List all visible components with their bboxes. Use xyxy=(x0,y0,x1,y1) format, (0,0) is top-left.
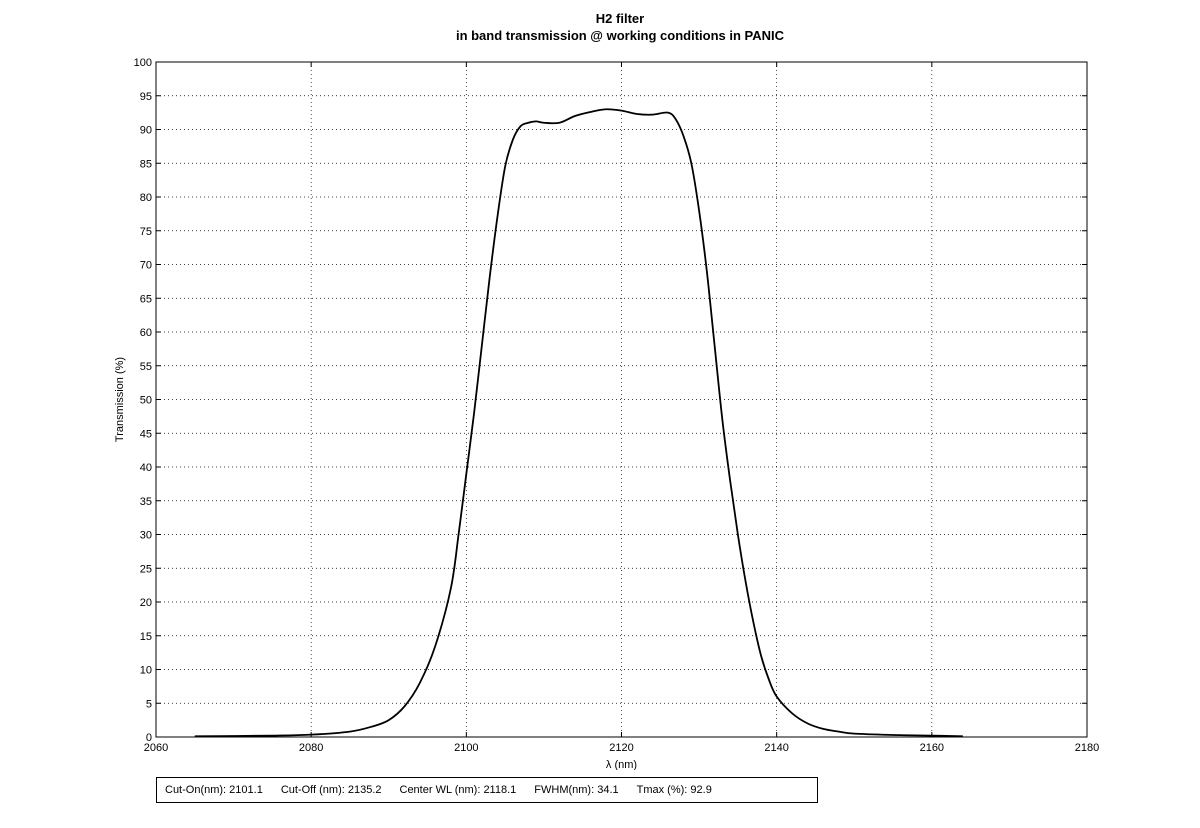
x-tick-label: 2140 xyxy=(764,742,788,754)
y-axis-label: Transmission (%) xyxy=(114,357,126,442)
y-tick-label: 45 xyxy=(140,428,152,440)
x-tick-label: 2080 xyxy=(299,742,323,754)
y-tick-label: 0 xyxy=(146,732,152,744)
grid xyxy=(156,62,1087,737)
y-tick-label: 100 xyxy=(134,57,152,69)
ticks: 2060 2080 2100 2120 2140 2160 2180 0 5 10 15 20 25 30… xyxy=(134,57,1100,754)
y-tick-label: 20 xyxy=(140,597,152,609)
y-tick-label: 15 xyxy=(140,631,152,643)
chart-subtitle: in band transmission @ working condition… xyxy=(455,28,785,43)
y-tick-label: 85 xyxy=(140,158,152,170)
y-tick-label: 80 xyxy=(140,192,152,204)
stat-center-wl: Center WL (nm): 2118.1 xyxy=(399,784,517,796)
y-tick-label: 70 xyxy=(140,260,152,272)
y-tick-label: 65 xyxy=(140,293,152,305)
chart-title: H2 filter xyxy=(595,11,645,26)
y-tick-label: 40 xyxy=(140,462,152,474)
chart-title-block: H2 filter in band transmission @ working… xyxy=(0,10,1200,44)
x-tick-label: 2180 xyxy=(1075,742,1099,754)
x-tick-label: 2100 xyxy=(454,742,478,754)
stat-cut-off: Cut-Off (nm): 2135.2 xyxy=(280,784,382,796)
transmission-chart: 2060 2080 2100 2120 2140 2160 2180 0 5 10 15 20 25 30… xyxy=(114,57,1100,770)
y-tick-label: 90 xyxy=(140,125,152,137)
y-tick-label: 75 xyxy=(140,226,152,238)
transmission-series-line xyxy=(194,108,963,738)
y-tick-label: 35 xyxy=(140,496,152,508)
y-tick-label: 10 xyxy=(140,665,152,677)
x-tick-label: 2120 xyxy=(609,742,633,754)
x-tick-label: 2060 xyxy=(144,742,168,754)
stat-cut-on: Cut-On(nm): 2101.1 xyxy=(165,784,263,796)
x-tick-label: 2160 xyxy=(920,742,944,754)
x-axis-label: λ (nm) xyxy=(606,759,637,770)
y-tick-label: 50 xyxy=(140,395,152,407)
stat-fwhm: FWHM(nm): 34.1 xyxy=(534,784,619,796)
series xyxy=(194,108,963,738)
stats-box: Cut-On(nm): 2101.1 Cut-Off (nm): 2135.2 … xyxy=(156,777,818,803)
y-tick-label: 55 xyxy=(140,361,152,373)
plot-frame xyxy=(155,61,1088,738)
y-tick-label: 25 xyxy=(140,563,152,575)
y-tick-label: 95 xyxy=(140,91,152,103)
y-tick-label: 5 xyxy=(146,698,152,710)
y-tick-label: 30 xyxy=(140,530,152,542)
y-tick-label: 60 xyxy=(140,327,152,339)
stat-tmax: Tmax (%): 92.9 xyxy=(636,784,712,796)
